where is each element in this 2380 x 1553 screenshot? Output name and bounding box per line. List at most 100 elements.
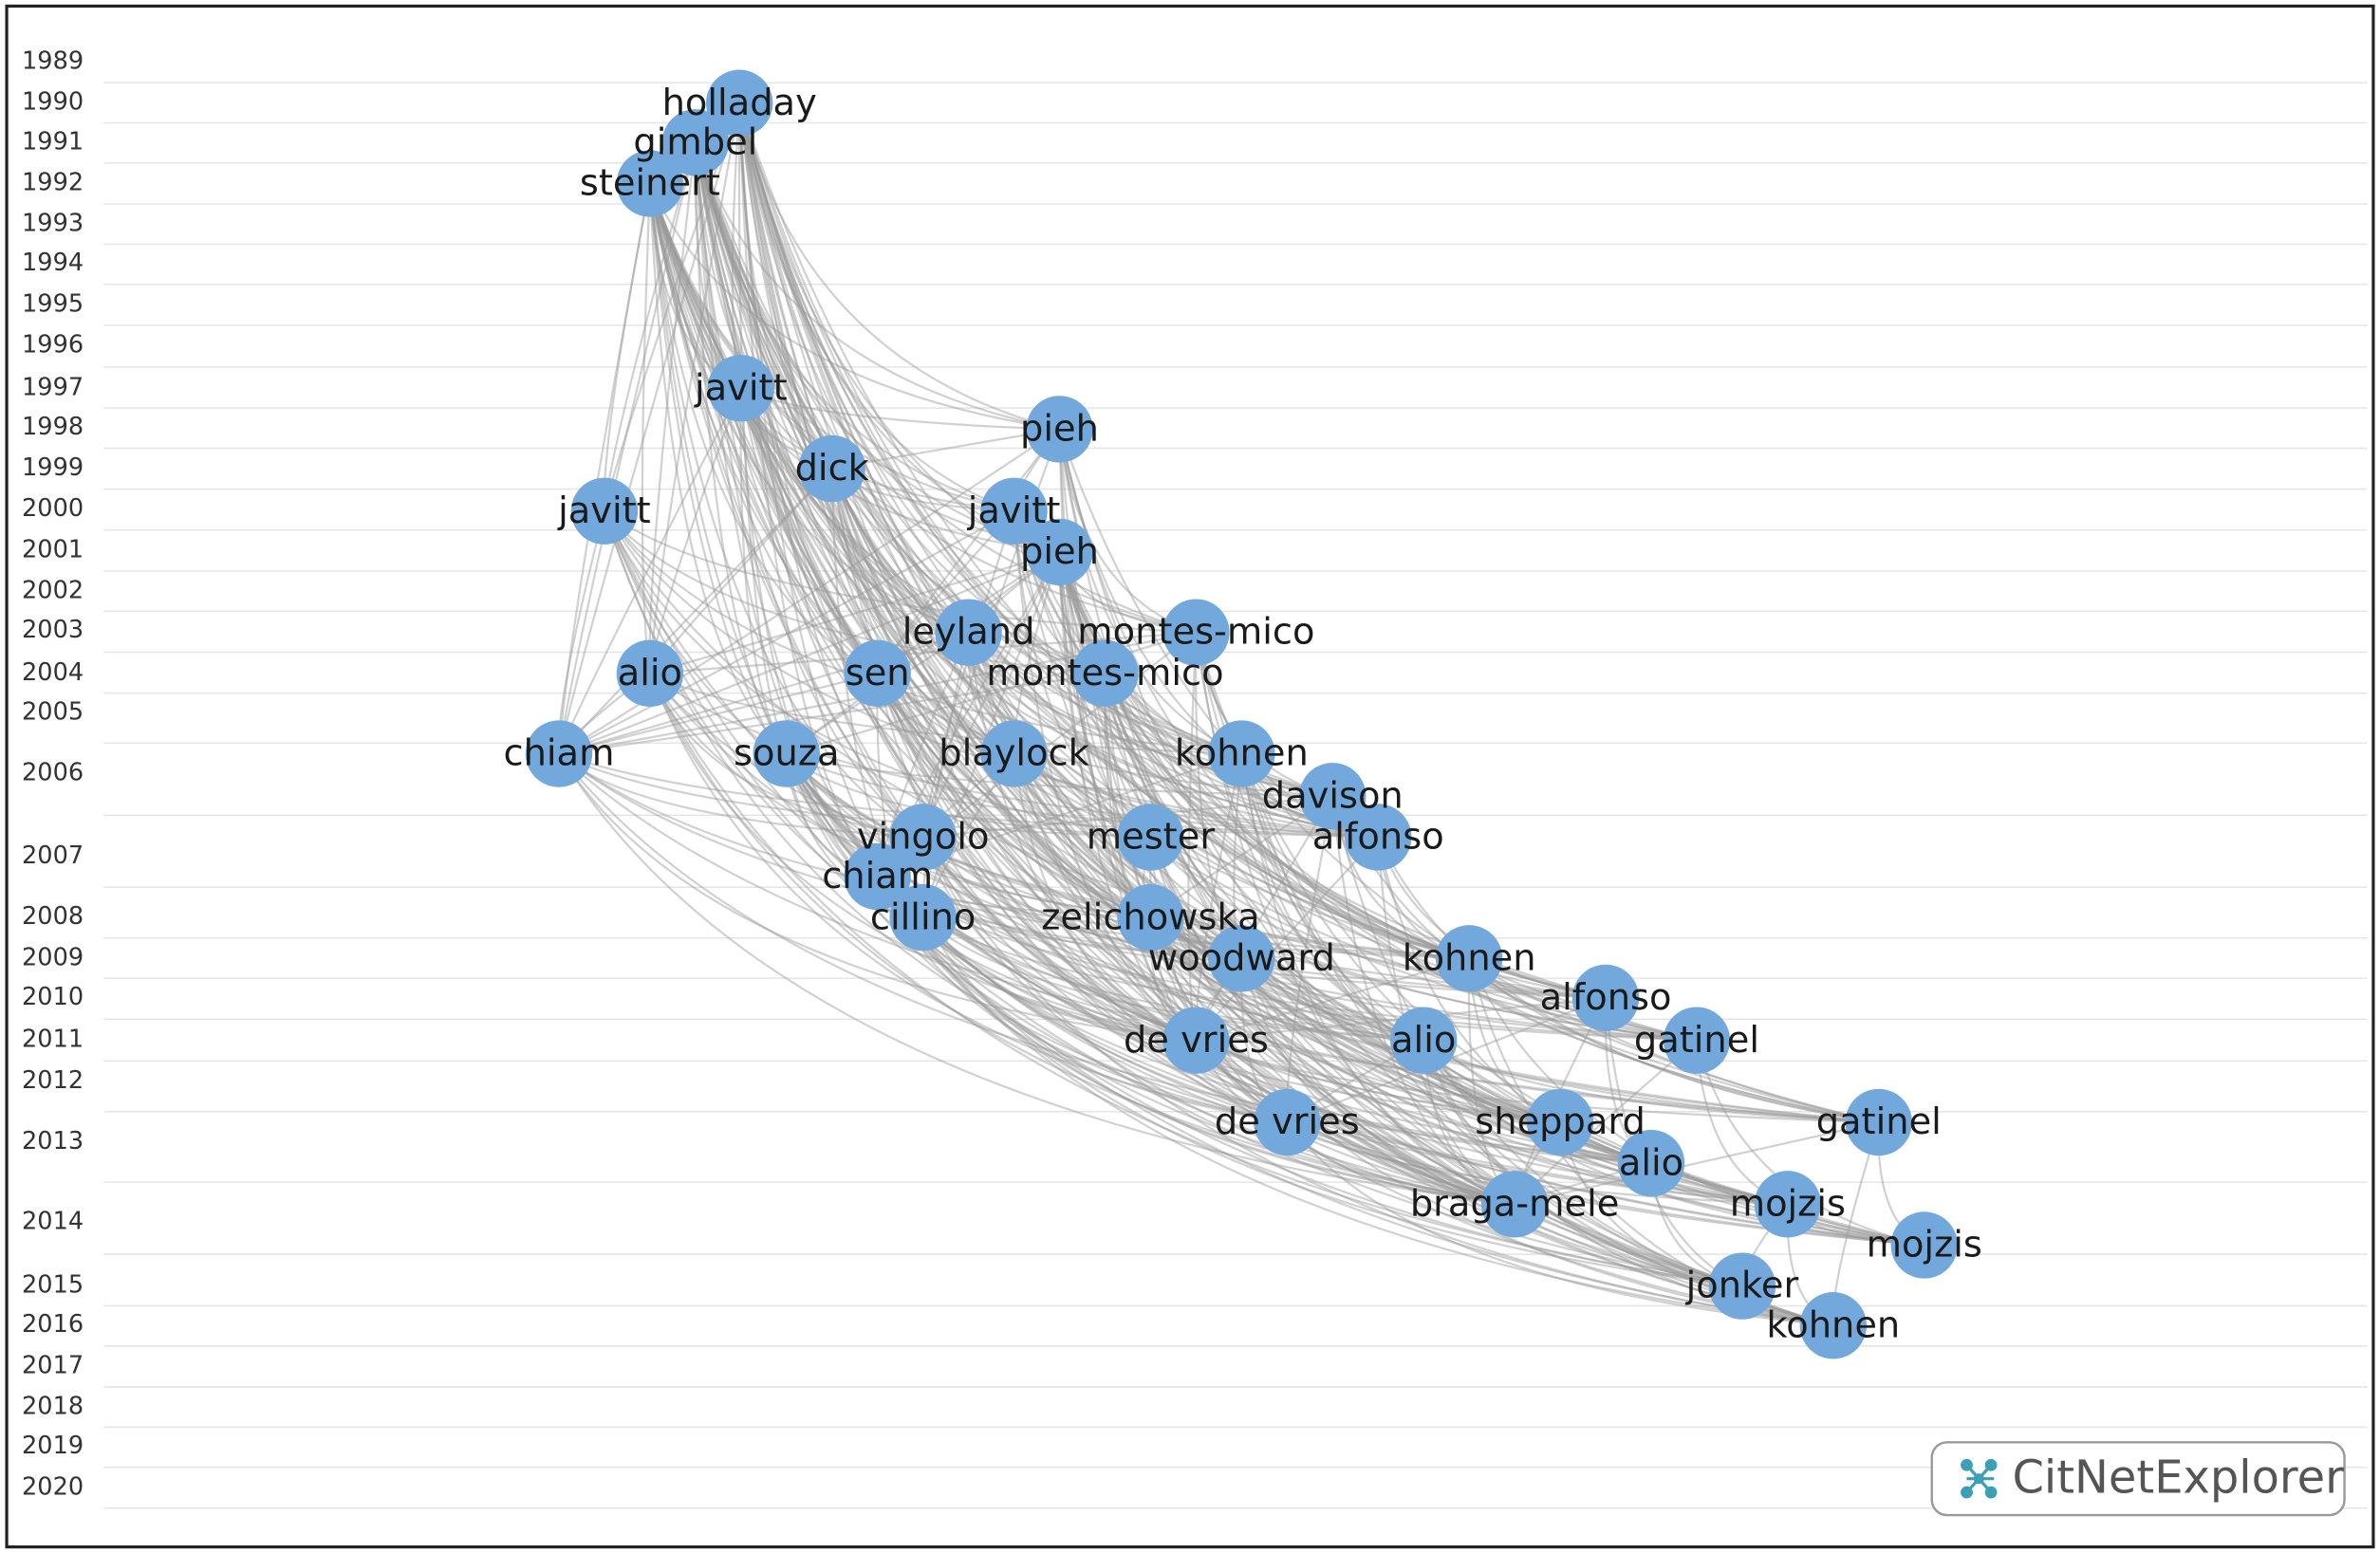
citation-edge [738,102,1151,919]
year-label: 2013 [22,1127,84,1156]
logo: CitNetExplorer [1930,1441,2346,1517]
node-label: holladay [662,82,817,124]
citation-edge [785,753,1288,1124]
citation-edge [1149,837,1743,1287]
citation-edge [1240,753,1561,1124]
citation-edge [694,142,1151,839]
year-label: 2004 [22,658,84,687]
citation-edge [967,632,1197,1042]
citation-edge [604,510,1242,755]
node [1254,1088,1321,1156]
citation-edge [876,673,1834,1327]
logo-box [1930,1441,2346,1517]
citation-edge [648,183,1106,675]
citation-edge [738,102,1333,798]
logo-icon [1961,1458,1998,1499]
node [753,720,820,787]
citation-edge [785,752,1561,1124]
citation-edge [1013,753,1197,1042]
node [1890,1211,1958,1279]
citation-edge [648,673,923,839]
node-label: kohnen [1175,732,1309,775]
citation-edge [648,183,879,878]
citation-edge [739,387,1424,1042]
year-label: 1999 [22,453,84,482]
citation-edge [1013,510,1198,1042]
citation-edge [1331,796,1743,1287]
citation-edge [739,387,1379,839]
citation-edge [558,752,1151,839]
node-label: steinert [580,162,720,205]
citation-edge [1286,1121,1788,1206]
citation-edge [1695,1040,1924,1247]
citation-edge [1058,551,1242,960]
node-label: javitt [967,490,1061,532]
node-label: leyland [902,611,1035,654]
citation-edge [1013,510,1879,1124]
citation-edge [921,837,1197,1042]
year-label: 2016 [22,1310,84,1339]
citation-edge [785,752,1424,1042]
citation-edge [738,102,1607,999]
node-label: kohnen [1403,936,1536,979]
node [1026,518,1093,586]
node [798,434,865,503]
node-label: sheppard [1475,1100,1646,1143]
citation-edge [921,916,1424,1042]
year-label: 1989 [22,47,84,76]
citation-edge [603,510,1652,1165]
node-label: de vries [1124,1019,1269,1062]
node [889,804,957,871]
citation-edge [1149,836,1607,1000]
citation-edge [648,673,1151,919]
citation-edge [738,102,1197,634]
citation-edge [694,141,1470,960]
citation-edge [604,509,1197,634]
citation-edge [738,102,1060,431]
citation-edge [738,102,1015,755]
citation-edge [558,428,1061,755]
node [707,355,774,422]
year-label: 2018 [22,1393,84,1421]
citation-edge [876,876,1879,1124]
node-label: zelichowska [1041,896,1259,938]
citation-edge [648,183,1834,1327]
citation-edge [557,183,651,754]
citation-edge [648,183,969,634]
citation-edge [694,142,1014,512]
citation-edge [830,468,1515,1206]
citation-edge [1240,957,1743,1287]
year-label: 2011 [22,1026,84,1054]
citation-edge [967,632,1924,1247]
node [1299,763,1367,830]
year-label: 2009 [22,943,84,971]
citation-edge [1058,551,1198,1042]
citation-edge [1013,510,1379,839]
citation-edge [603,510,1197,1042]
logo-text: CitNetExplorer [2012,1451,2344,1504]
citation-edge [876,673,1515,1206]
citation-edge [694,142,833,470]
node-label: gatinel [1634,1019,1759,1062]
node-label: dick [795,447,870,490]
node-label: kohnen [1766,1303,1900,1346]
year-label: 1995 [22,289,84,318]
citation-edge [738,102,1515,1206]
citation-edge [738,102,1652,1165]
node-label: alio [1619,1141,1683,1184]
node-label: alio [618,652,682,694]
node-label: javitt [694,366,788,409]
citation-edge [876,673,1561,1124]
citation-edge [648,183,833,471]
node-label: montes-mico [986,652,1223,694]
node [1162,1007,1230,1074]
frame [5,4,2375,1549]
citation-edge [694,142,1197,1042]
node [661,109,730,176]
node [935,599,1002,666]
citation-edge [1058,551,1743,1287]
node [616,150,684,217]
node [844,639,911,707]
node-label: pieh [1020,408,1099,451]
